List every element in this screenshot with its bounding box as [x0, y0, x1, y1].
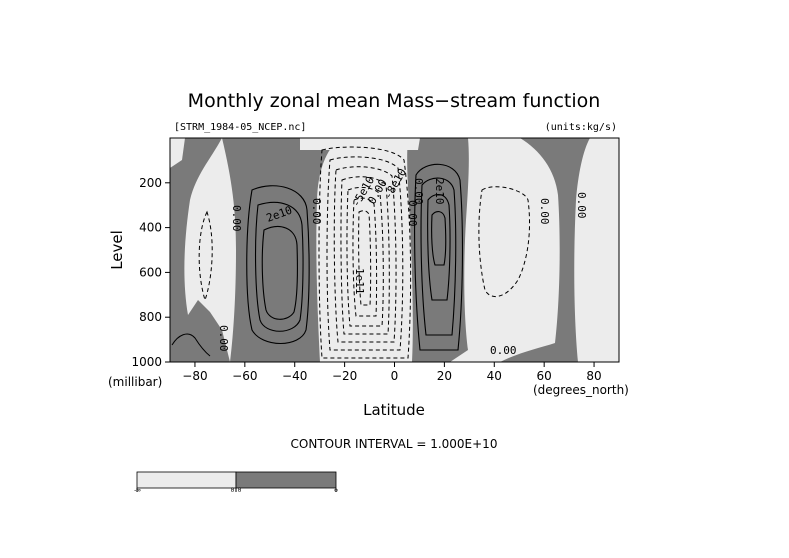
x-tick-label: −20: [332, 369, 357, 383]
chart-title: Monthly zonal mean Mass−stream function: [188, 90, 601, 112]
x-tick-label: 80: [586, 369, 601, 383]
contour-label-14: 0.00: [412, 178, 425, 205]
contour-label-10: 2e10: [433, 178, 446, 205]
contours-southern-ferrel: [246, 185, 310, 344]
contour-south-polar-dashed: [198, 210, 213, 302]
colorbar-label-right: ∞: [334, 487, 338, 494]
contour-label-5: 0.00: [406, 200, 419, 227]
contour-label-2: 0.00: [217, 325, 230, 352]
y-tick-label: 200: [139, 176, 162, 190]
y-axis-label: Level: [108, 230, 126, 270]
plot-area: [170, 138, 619, 362]
contour-label-11: 0.00: [538, 198, 551, 225]
colorbar: -∞ 0.0 ∞: [133, 471, 338, 494]
x-tick-label: −60: [232, 369, 257, 383]
y-tick-label: 600: [139, 265, 162, 279]
file-label: [STRM_1984-05_NCEP.nc]: [174, 122, 306, 133]
contour-label-9: 1e11: [353, 268, 366, 295]
negative-region-top-hadley: [300, 138, 420, 150]
contour-label-12: 0.00: [575, 192, 588, 219]
x-tick-label: −80: [182, 369, 207, 383]
x-axis-ticks: −80 −60 −40 −20 0 20 40 60 80: [182, 362, 602, 383]
y-unit-label: (millibar): [108, 375, 162, 389]
x-tick-label: 20: [437, 369, 452, 383]
x-tick-label: 40: [487, 369, 502, 383]
positive-region-northern-hadley: [407, 138, 469, 362]
contours-northern-hadley: [414, 163, 464, 351]
colorbar-positive-swatch: [235, 471, 337, 489]
positive-region-top-left-corner: [170, 138, 185, 168]
x-tick-label: −40: [282, 369, 307, 383]
colorbar-label-mid: 0.0: [231, 487, 242, 494]
contour-label-1: 0.00: [230, 205, 243, 232]
contour-label-3: 0.00: [310, 198, 323, 225]
y-tick-label: 400: [139, 221, 162, 235]
positive-region-northern-polar: [500, 138, 590, 362]
positive-region-south-polar: [170, 138, 230, 362]
y-tick-label: 1000: [131, 355, 162, 369]
x-axis-label: Latitude: [363, 401, 425, 419]
x-tick-label: 60: [537, 369, 552, 383]
x-tick-label: 0: [391, 369, 399, 383]
y-axis-ticks: 200 400 600 800 1000: [131, 176, 170, 369]
contour-interval-text: CONTOUR INTERVAL = 1.000E+10: [291, 437, 498, 451]
colorbar-label-left: -∞: [133, 487, 141, 494]
contour-label-13: 0.00: [490, 344, 517, 357]
contour-northern-ferrel-dashed: [478, 186, 530, 298]
contours-southern-hadley: [318, 146, 412, 359]
contour-south-bottom-left: [171, 333, 211, 357]
y-tick-label: 800: [139, 310, 162, 324]
x-unit-label: (degrees_north): [533, 383, 629, 397]
units-label: (units:kg/s): [545, 122, 617, 133]
colorbar-negative-swatch: [136, 471, 237, 489]
